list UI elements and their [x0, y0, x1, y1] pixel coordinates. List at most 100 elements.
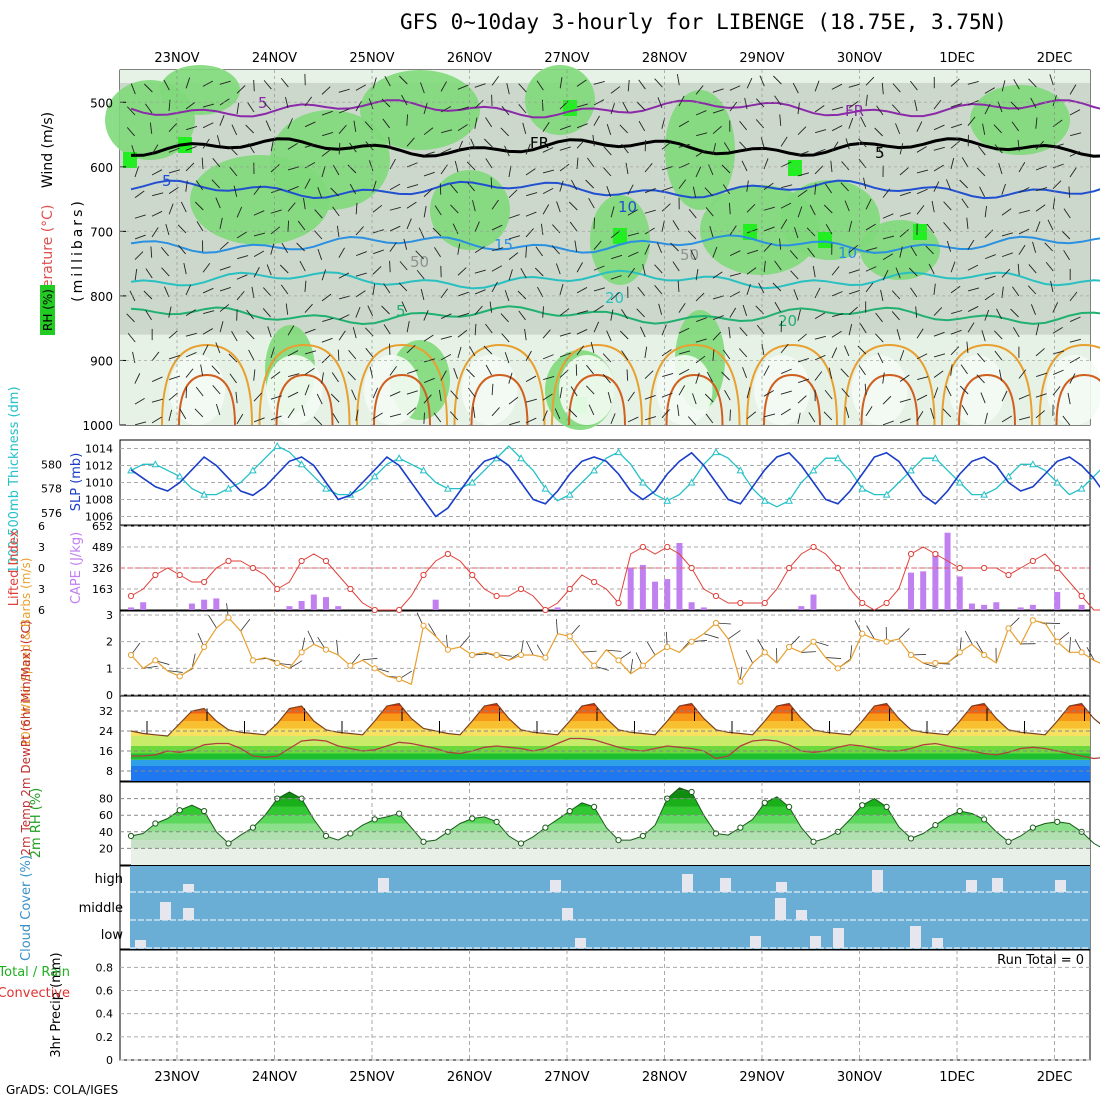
wind-barb — [774, 260, 782, 271]
wind-barb — [508, 396, 519, 405]
wind-speed-marker — [859, 630, 866, 637]
wind-barb — [721, 164, 731, 174]
wind-barb — [151, 227, 159, 238]
wind-barb — [130, 83, 136, 95]
wind-barb — [541, 99, 544, 112]
wind-barb — [168, 392, 178, 401]
wind-barb — [253, 392, 263, 402]
wind-speed-marker — [981, 651, 988, 659]
cloud-bar — [833, 928, 844, 948]
wind-speed-marker — [396, 675, 403, 683]
wind-barb — [321, 372, 324, 384]
wind-barb — [555, 263, 561, 275]
lifted-index-marker — [1005, 571, 1012, 579]
wind-barb — [185, 101, 196, 110]
wind-barb — [428, 623, 437, 637]
wind-barb — [891, 311, 900, 321]
wind-barb — [508, 252, 519, 260]
contour-label: 10 — [838, 244, 857, 262]
wind-barb — [352, 327, 357, 339]
wind-barb — [797, 309, 801, 321]
date-bottom-label: 23NOV — [154, 1070, 199, 1085]
isotherm-30-line — [958, 373, 1016, 426]
cape-bar — [335, 606, 342, 610]
wind-barb — [536, 80, 544, 91]
wind-barb — [841, 388, 850, 398]
wind-barb — [287, 325, 295, 336]
wind-barb — [1001, 183, 1006, 195]
wind-tick-label: 3 — [106, 609, 113, 622]
wind-barb — [468, 345, 476, 357]
wind-barb — [876, 105, 884, 116]
wind-barb — [144, 83, 153, 93]
wind-barb — [389, 158, 396, 170]
wind-barb — [627, 267, 636, 278]
wind-barb — [982, 123, 986, 135]
rh-marker — [1054, 818, 1061, 825]
wind-barb — [592, 134, 595, 147]
date-bottom-label: 2DEC — [1037, 1070, 1073, 1085]
wind-barb — [910, 80, 918, 91]
lifted-index-marker — [542, 606, 549, 614]
wind-barb — [185, 352, 197, 358]
cloud-axis-label: Cloud Cover (%) — [19, 855, 34, 961]
wind-barb — [279, 264, 289, 274]
wind-speed-marker — [152, 657, 159, 664]
wind-barb — [636, 101, 646, 111]
wind-barb — [338, 247, 345, 258]
wind-barb — [151, 210, 163, 217]
wind-barb — [151, 416, 162, 424]
wind-barb — [696, 317, 707, 323]
wind-barb — [287, 118, 293, 129]
wind-barb — [372, 412, 383, 420]
wind-barb — [280, 77, 289, 88]
isotherm-30-line — [373, 373, 431, 426]
date-bottom-label: 24NOV — [252, 1070, 297, 1085]
wind-speed-marker — [712, 619, 720, 627]
wind-barb — [779, 114, 782, 126]
wind-barb — [1070, 132, 1082, 137]
wind-barb — [677, 280, 680, 292]
wind-speed-marker — [688, 638, 695, 645]
slp-line — [130, 451, 1100, 518]
wind-barb — [602, 374, 611, 384]
wind-barb — [1047, 219, 1054, 231]
date-bottom-label: 25NOV — [349, 1070, 394, 1085]
wind-barb — [644, 395, 656, 400]
wind-barb — [559, 125, 571, 131]
wind-speed-marker — [517, 651, 525, 659]
wind-barb — [933, 76, 935, 89]
wind-barb — [896, 329, 901, 341]
wind-barb — [1069, 291, 1078, 302]
wind-barb — [729, 85, 741, 91]
wind-barb — [789, 250, 798, 260]
rh-green-area — [780, 180, 880, 260]
wind-barb — [168, 354, 180, 360]
wind-barb — [619, 124, 628, 134]
lifted-index-marker — [493, 592, 500, 600]
wind-barb — [644, 346, 648, 358]
wind-barb — [517, 290, 527, 300]
wind-barb — [202, 103, 215, 108]
cape-bar — [1017, 607, 1024, 610]
rh-low-area — [1046, 355, 1100, 425]
wind-barb — [440, 164, 448, 175]
wind-barb — [627, 184, 634, 195]
wind-barb — [898, 628, 910, 640]
wind-barb — [542, 410, 548, 422]
wind-barb — [185, 386, 187, 399]
rh-marker — [737, 824, 744, 831]
wind-barb — [945, 385, 952, 397]
wind-barb — [1035, 204, 1046, 212]
contour-label: 5 — [162, 172, 172, 190]
wind-barb — [690, 249, 697, 261]
wind-barb — [925, 245, 934, 255]
date-top-label: 23NOV — [154, 51, 199, 66]
wind-barb — [542, 393, 553, 401]
wind-barb — [1036, 187, 1048, 192]
cape-bar — [1029, 604, 1036, 610]
wind-barb — [1035, 221, 1041, 233]
wind-barb — [848, 117, 854, 129]
wind-barb — [304, 143, 316, 148]
wind-barb — [485, 323, 493, 334]
